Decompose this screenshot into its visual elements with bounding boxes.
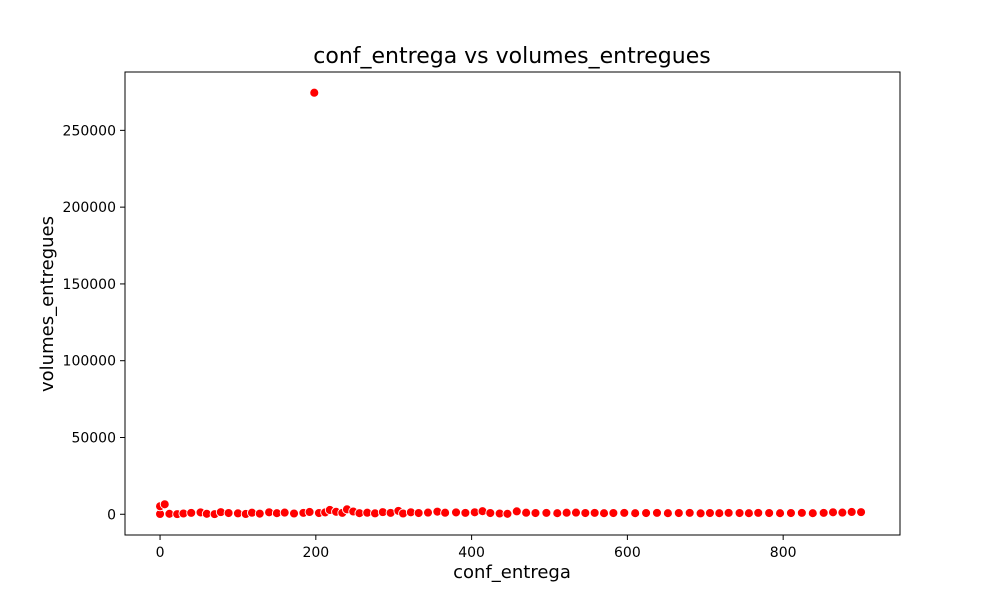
data-point	[289, 508, 299, 519]
data-point	[652, 507, 662, 518]
data-point	[186, 507, 197, 518]
data-point	[511, 506, 522, 517]
x-tick-label: 600	[614, 545, 641, 561]
data-point	[807, 508, 818, 519]
data-points	[155, 87, 867, 520]
data-point	[561, 507, 572, 518]
data-point	[704, 508, 715, 518]
y-axis-ticks: 0 50000 100000 150000 200000 250000	[63, 123, 125, 523]
data-point	[734, 508, 745, 518]
y-tick-label: 50000	[71, 430, 116, 446]
data-point	[837, 507, 848, 518]
data-point	[630, 508, 641, 519]
data-point	[254, 508, 265, 519]
data-point	[502, 508, 513, 519]
data-point	[304, 507, 315, 517]
data-point	[695, 508, 706, 519]
data-point	[460, 507, 471, 518]
data-point	[451, 507, 461, 518]
plot-frame	[124, 71, 901, 536]
data-point	[530, 508, 541, 518]
data-point	[828, 507, 838, 518]
data-point	[619, 507, 630, 518]
data-point	[608, 508, 619, 518]
data-point	[571, 507, 581, 518]
x-axis-ticks: 0 200 400 600 800	[156, 535, 797, 561]
data-point	[673, 508, 684, 518]
x-tick-label: 0	[156, 545, 165, 561]
data-point	[580, 508, 591, 518]
chart-title: conf_entrega vs volumes_entregues	[313, 44, 710, 69]
data-point	[423, 507, 433, 518]
data-point	[552, 508, 563, 519]
y-tick-label: 250000	[63, 123, 116, 139]
x-tick-label: 800	[770, 545, 797, 561]
data-point	[818, 507, 829, 518]
data-point	[521, 507, 532, 518]
data-point	[279, 507, 290, 518]
data-point	[309, 87, 320, 98]
data-point	[743, 508, 754, 519]
x-tick-label: 400	[458, 545, 485, 561]
data-point	[753, 507, 764, 518]
data-point	[662, 508, 673, 519]
data-point	[684, 507, 695, 518]
data-point	[846, 507, 857, 517]
y-tick-label: 100000	[63, 354, 116, 370]
data-point	[641, 508, 652, 518]
x-axis-label: conf_entrega	[453, 562, 571, 583]
data-point	[714, 508, 725, 519]
y-tick-label: 150000	[63, 277, 116, 293]
plot-area	[124, 71, 901, 536]
y-axis-label: volumes_entregues	[37, 216, 58, 392]
y-tick-label: 200000	[63, 200, 116, 216]
data-point	[775, 508, 786, 519]
data-point	[440, 507, 451, 518]
data-point	[223, 508, 234, 518]
data-point	[159, 499, 170, 510]
data-point	[764, 508, 775, 518]
data-point	[541, 507, 552, 518]
x-tick-label: 200	[302, 545, 329, 561]
data-point	[413, 508, 424, 518]
data-point	[796, 507, 807, 518]
data-point	[599, 508, 609, 519]
data-point	[723, 507, 734, 518]
data-point	[485, 508, 496, 518]
data-point	[589, 507, 600, 518]
data-point	[786, 508, 796, 518]
y-tick-label: 0	[107, 507, 116, 523]
data-point	[856, 507, 867, 518]
